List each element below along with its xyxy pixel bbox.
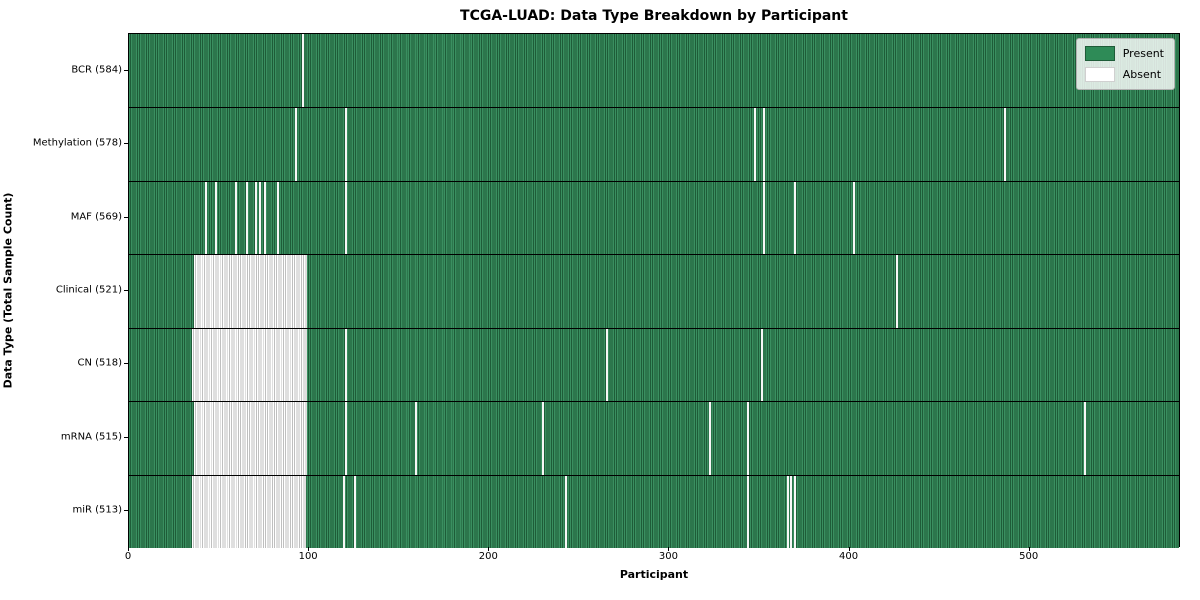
xtick-mark bbox=[128, 547, 129, 551]
absent-stripe-Methylation bbox=[345, 107, 348, 181]
legend: Present Absent bbox=[1075, 38, 1175, 90]
present-swatch-icon bbox=[1084, 46, 1115, 61]
ytick-mark bbox=[124, 143, 128, 145]
ytick-label-BCR: BCR (584) bbox=[71, 64, 122, 76]
row-separator bbox=[129, 180, 1179, 182]
absent-stripe-MAF bbox=[246, 180, 249, 255]
absent-block-CN bbox=[192, 327, 308, 402]
absent-stripe-miR bbox=[564, 474, 567, 548]
absent-stripe-mRNA bbox=[709, 401, 712, 475]
heatmap-row-CN bbox=[129, 327, 1179, 402]
absent-stripe-Methylation bbox=[1004, 107, 1007, 181]
ytick-label-MAF: MAF (569) bbox=[70, 211, 122, 223]
absent-block-Clinical bbox=[193, 254, 308, 328]
heatmap-row-BCR bbox=[129, 34, 1179, 108]
ytick-label-Methylation: Methylation (578) bbox=[32, 137, 122, 149]
xtick-mark bbox=[488, 547, 490, 551]
ytick-mark bbox=[124, 510, 128, 512]
absent-stripe-MAF bbox=[255, 180, 258, 255]
absent-stripe-MAF bbox=[853, 180, 856, 255]
absent-stripe-mRNA bbox=[415, 401, 418, 475]
absent-stripe-MAF bbox=[235, 180, 238, 255]
legend-absent-label: Absent bbox=[1122, 68, 1162, 81]
heatmap-row-mRNA bbox=[129, 401, 1179, 475]
xtick-mark bbox=[848, 547, 850, 551]
plot-area bbox=[128, 33, 1180, 548]
absent-stripe-miR bbox=[746, 474, 749, 548]
absent-stripe-miR bbox=[790, 474, 793, 548]
absent-stripe-Clinical bbox=[896, 254, 899, 328]
absent-stripe-MAF bbox=[793, 180, 796, 255]
xtick-label-300: 300 bbox=[658, 551, 678, 562]
ytick-mark bbox=[124, 436, 128, 438]
absent-stripe-miR bbox=[343, 474, 346, 548]
heatmap-row-Clinical bbox=[129, 254, 1179, 328]
absent-stripe-mRNA bbox=[746, 401, 749, 475]
absent-stripe-CN bbox=[345, 327, 348, 402]
heatmap-row-MAF bbox=[129, 180, 1179, 255]
absent-swatch-icon bbox=[1084, 67, 1115, 82]
xtick-label-100: 100 bbox=[298, 551, 318, 562]
ytick-label-mRNA: mRNA (515) bbox=[60, 431, 122, 443]
absent-stripe-MAF bbox=[204, 180, 207, 255]
absent-stripe-MAF bbox=[264, 180, 267, 255]
absent-stripe-MAF bbox=[763, 180, 766, 255]
legend-entry-present: Present bbox=[1084, 46, 1164, 61]
x-axis-label: Participant bbox=[619, 568, 689, 581]
absent-stripe-miR bbox=[793, 474, 796, 548]
absent-stripe-mRNA bbox=[1083, 401, 1086, 475]
absent-stripe-CN bbox=[761, 327, 764, 402]
absent-block-mRNA bbox=[193, 401, 308, 475]
xtick-label-200: 200 bbox=[478, 551, 498, 562]
ytick-mark bbox=[124, 69, 128, 71]
absent-stripe-Methylation bbox=[763, 107, 766, 181]
xtick-mark bbox=[1028, 547, 1030, 551]
xtick-label-500: 500 bbox=[1019, 551, 1039, 562]
ytick-mark bbox=[124, 363, 128, 365]
xtick-mark bbox=[668, 547, 670, 551]
heatmap-row-miR bbox=[129, 474, 1179, 548]
absent-stripe-MAF bbox=[276, 180, 279, 255]
xtick-label-400: 400 bbox=[839, 551, 859, 562]
absent-stripe-miR bbox=[354, 474, 357, 548]
absent-stripe-MAF bbox=[345, 180, 348, 255]
absent-stripe-MAF bbox=[258, 180, 261, 255]
absent-stripe-MAF bbox=[215, 180, 218, 255]
absent-stripe-CN bbox=[606, 327, 609, 402]
absent-stripe-miR bbox=[786, 474, 789, 548]
row-separator bbox=[129, 107, 1179, 109]
heatmap-row-Methylation bbox=[129, 107, 1179, 181]
row-separator bbox=[129, 327, 1179, 329]
absent-stripe-mRNA bbox=[541, 401, 544, 475]
chart-title: TCGA-LUAD: Data Type Breakdown by Partic… bbox=[460, 8, 848, 24]
legend-entry-absent: Absent bbox=[1084, 67, 1164, 82]
absent-stripe-Methylation bbox=[294, 107, 297, 181]
row-separator bbox=[129, 474, 1179, 476]
legend-present-label: Present bbox=[1122, 47, 1164, 60]
row-separator bbox=[129, 254, 1179, 256]
ytick-label-CN: CN (518) bbox=[77, 357, 122, 369]
xtick-label-0: 0 bbox=[124, 551, 132, 562]
ytick-mark bbox=[124, 216, 128, 218]
absent-stripe-mRNA bbox=[345, 401, 348, 475]
ytick-label-miR: miR (513) bbox=[72, 504, 122, 516]
absent-block-miR bbox=[192, 474, 306, 548]
xtick-mark bbox=[308, 547, 310, 551]
ytick-mark bbox=[124, 290, 128, 291]
ytick-label-Clinical: Clinical (521) bbox=[55, 284, 122, 296]
absent-stripe-Methylation bbox=[754, 107, 757, 181]
absent-stripe-BCR bbox=[301, 34, 304, 108]
row-separator bbox=[129, 401, 1179, 403]
